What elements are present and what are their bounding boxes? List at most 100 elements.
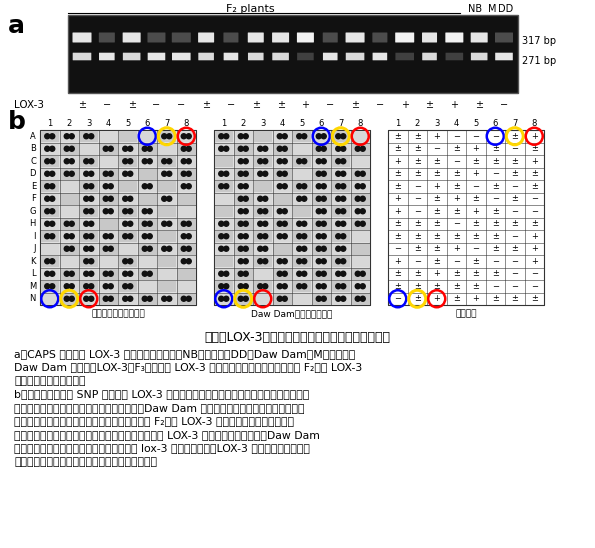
Text: −: −: [472, 132, 479, 141]
Circle shape: [317, 184, 321, 189]
FancyBboxPatch shape: [297, 32, 314, 43]
Bar: [40, 218, 59, 230]
Text: +: +: [450, 100, 458, 110]
Circle shape: [45, 146, 50, 151]
Circle shape: [321, 171, 326, 176]
Bar: [177, 180, 196, 192]
Text: M: M: [488, 4, 496, 14]
Text: ±: ±: [531, 169, 538, 178]
Text: 1: 1: [47, 119, 52, 128]
Circle shape: [263, 284, 268, 289]
Circle shape: [224, 184, 228, 189]
Circle shape: [360, 184, 365, 189]
Bar: [293, 243, 311, 254]
Text: 5: 5: [473, 119, 478, 128]
Text: 271 bp: 271 bp: [522, 55, 556, 66]
Circle shape: [89, 171, 94, 176]
FancyBboxPatch shape: [323, 53, 337, 60]
Circle shape: [317, 159, 321, 164]
Circle shape: [243, 221, 248, 226]
Text: ±: ±: [453, 232, 460, 241]
Circle shape: [142, 146, 147, 151]
Text: K: K: [30, 257, 36, 266]
Circle shape: [84, 209, 89, 214]
Circle shape: [224, 134, 228, 139]
Circle shape: [360, 221, 365, 226]
Text: ±: ±: [472, 282, 479, 291]
Circle shape: [243, 134, 248, 139]
Circle shape: [123, 234, 128, 239]
Text: 3: 3: [260, 119, 265, 128]
Circle shape: [263, 246, 268, 251]
Text: −: −: [326, 100, 334, 110]
Circle shape: [84, 196, 89, 201]
Circle shape: [321, 246, 326, 251]
Circle shape: [341, 146, 346, 151]
Circle shape: [341, 221, 346, 226]
Bar: [293, 156, 311, 167]
Bar: [215, 206, 233, 217]
Circle shape: [277, 134, 282, 139]
Bar: [312, 218, 330, 230]
Circle shape: [128, 196, 133, 201]
FancyBboxPatch shape: [346, 53, 364, 60]
Bar: [253, 293, 272, 305]
Circle shape: [167, 159, 172, 164]
Circle shape: [104, 184, 108, 189]
Text: 6: 6: [318, 119, 324, 128]
Circle shape: [69, 134, 74, 139]
Circle shape: [243, 159, 248, 164]
Bar: [293, 293, 311, 305]
Circle shape: [277, 271, 282, 276]
Circle shape: [219, 221, 224, 226]
Circle shape: [45, 184, 50, 189]
Text: b．どっとブロット SNP 法による LOX-3 遙伝子の多型解析。左パネル：日本晴型の対立遙: b．どっとブロット SNP 法による LOX-3 遙伝子の多型解析。左パネル：日…: [14, 390, 309, 399]
Circle shape: [84, 184, 89, 189]
Text: 型検出用プローブのみで検出されるイネが lox-3 遙伝子ホモ型（LOX-3 欠失型）　（青）、: 型検出用プローブのみで検出されるイネが lox-3 遙伝子ホモ型（LOX-3 欠…: [14, 443, 310, 454]
Text: 7: 7: [164, 119, 170, 128]
Text: −: −: [394, 244, 401, 253]
Bar: [158, 293, 176, 305]
Bar: [312, 180, 330, 192]
Circle shape: [123, 209, 128, 214]
Bar: [80, 130, 98, 142]
Circle shape: [302, 184, 307, 189]
Circle shape: [108, 171, 113, 176]
Circle shape: [84, 271, 89, 276]
Circle shape: [238, 159, 243, 164]
FancyBboxPatch shape: [445, 32, 464, 43]
Text: 3: 3: [86, 119, 92, 128]
Text: ±: ±: [511, 132, 518, 141]
Text: −: −: [103, 100, 111, 110]
Circle shape: [224, 146, 228, 151]
Bar: [234, 168, 252, 180]
Bar: [331, 231, 350, 242]
Text: ±: ±: [128, 100, 136, 110]
FancyBboxPatch shape: [172, 32, 191, 43]
Bar: [138, 206, 156, 217]
Circle shape: [45, 159, 50, 164]
Circle shape: [243, 146, 248, 151]
Bar: [80, 156, 98, 167]
Circle shape: [219, 296, 224, 301]
Text: ±: ±: [475, 100, 483, 110]
Text: −: −: [394, 294, 401, 303]
Circle shape: [84, 284, 89, 289]
Bar: [177, 168, 196, 180]
Text: 本晴型検出用プローブのみで検出されるイネが正常 LOX-3 遙伝子ホモ型（赤）、Daw Dam: 本晴型検出用プローブのみで検出されるイネが正常 LOX-3 遙伝子ホモ型（赤）、…: [14, 430, 320, 440]
Text: ±: ±: [453, 144, 460, 153]
Text: ±: ±: [511, 194, 518, 203]
Circle shape: [355, 221, 360, 226]
Bar: [80, 281, 98, 292]
Circle shape: [89, 284, 94, 289]
Text: 8: 8: [184, 119, 189, 128]
Circle shape: [181, 259, 186, 264]
Text: F₂ plants: F₂ plants: [226, 4, 274, 14]
Circle shape: [69, 271, 74, 276]
Circle shape: [355, 209, 360, 214]
Bar: [99, 243, 117, 254]
Bar: [138, 218, 156, 230]
Text: 日本晴型の対立遙伝子: 日本晴型の対立遙伝子: [91, 309, 145, 318]
Circle shape: [108, 184, 113, 189]
Bar: [177, 143, 196, 155]
